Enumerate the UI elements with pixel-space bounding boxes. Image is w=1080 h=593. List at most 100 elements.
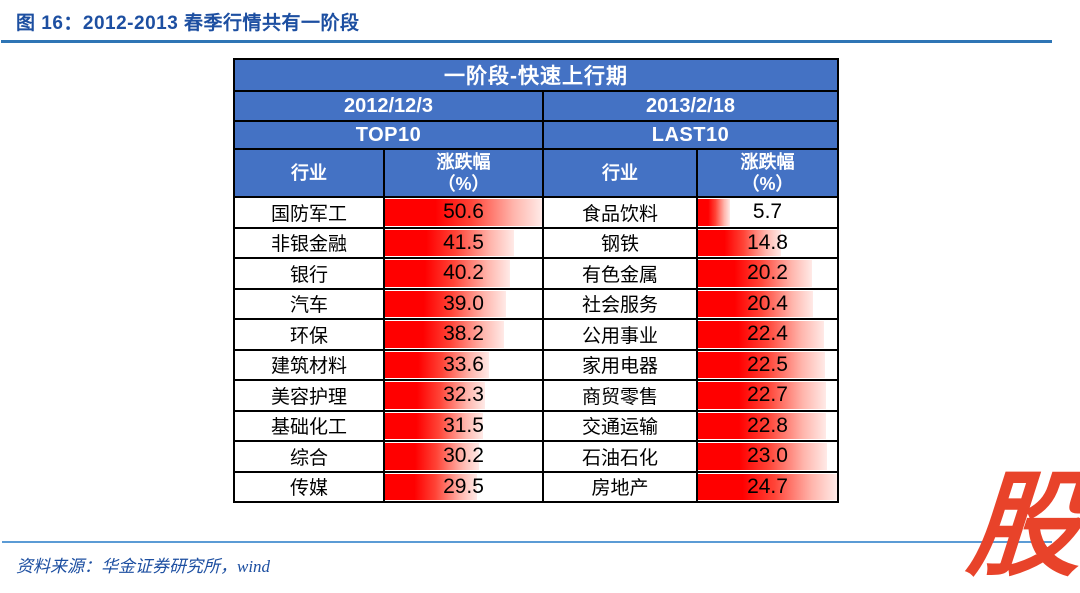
data-bar xyxy=(699,229,782,256)
change-cell: 40.2 xyxy=(383,257,544,290)
industry-cell: 有色金属 xyxy=(542,257,698,290)
change-value: 5.7 xyxy=(752,200,783,224)
industry-cell: 基础化工 xyxy=(233,409,385,442)
change-cell: 20.4 xyxy=(696,287,839,320)
data-bar xyxy=(386,321,504,348)
change-value: 41.5 xyxy=(443,230,484,254)
phase-table-container: 一阶段-快速上行期 2012/12/3 2013/2/18 TOP10 LAST… xyxy=(233,58,839,503)
footer-divider-rule xyxy=(2,541,1052,543)
rank-label-top10: TOP10 xyxy=(233,120,544,150)
table-title: 一阶段-快速上行期 xyxy=(233,58,839,92)
change-value: 33.6 xyxy=(443,352,484,376)
data-bar xyxy=(699,321,825,348)
rank-label-last10: LAST10 xyxy=(542,120,839,150)
industry-cell: 汽车 xyxy=(233,287,385,320)
table-row: 综合 30.2 石油石化 23.0 xyxy=(233,440,839,473)
change-cell: 33.6 xyxy=(383,348,544,381)
table-row: 银行 40.2 有色金属 20.2 xyxy=(233,257,839,290)
industry-cell: 美容护理 xyxy=(233,379,385,412)
data-bar xyxy=(699,260,812,287)
data-bar xyxy=(386,229,514,256)
change-cell: 39.0 xyxy=(383,287,544,320)
change-header-line1: 涨跌幅 xyxy=(740,151,795,172)
industry-cell: 家用电器 xyxy=(542,348,698,381)
change-cell: 22.8 xyxy=(696,409,839,442)
data-bar xyxy=(386,199,541,226)
change-header-line2: （%） xyxy=(437,174,490,194)
change-cell: 5.7 xyxy=(696,196,839,229)
change-value: 23.0 xyxy=(747,444,788,468)
data-bar xyxy=(699,412,827,439)
data-bar xyxy=(699,290,813,317)
change-cell: 38.2 xyxy=(383,318,544,351)
industry-cell: 商贸零售 xyxy=(542,379,698,412)
phase-table: 一阶段-快速上行期 2012/12/3 2013/2/18 TOP10 LAST… xyxy=(233,58,839,503)
table-title-row: 一阶段-快速上行期 xyxy=(233,58,839,92)
data-bar xyxy=(699,443,828,470)
table-row: 美容护理 32.3 商贸零售 22.7 xyxy=(233,379,839,412)
title-divider-rule xyxy=(1,40,1052,43)
industry-cell: 综合 xyxy=(233,440,385,473)
change-cell: 22.7 xyxy=(696,379,839,412)
data-bar xyxy=(386,473,477,500)
industry-cell: 交通运输 xyxy=(542,409,698,442)
source-text: 资料来源：华金证券研究所，wind xyxy=(16,557,271,576)
change-value: 14.8 xyxy=(747,230,788,254)
change-header-line1: 涨跌幅 xyxy=(436,151,491,172)
change-cell: 30.2 xyxy=(383,440,544,473)
change-cell: 20.2 xyxy=(696,257,839,290)
change-header-left: 涨跌幅 （%） xyxy=(383,148,544,198)
table-row: 建筑材料 33.6 家用电器 22.5 xyxy=(233,348,839,381)
change-value: 24.7 xyxy=(747,474,788,498)
change-value: 40.2 xyxy=(443,261,484,285)
figure-title: 图 16：2012-2013 春季行情共有一阶段 xyxy=(16,13,360,34)
change-value: 29.5 xyxy=(443,474,484,498)
data-bar xyxy=(386,412,483,439)
change-value: 38.2 xyxy=(443,322,484,346)
table-row: 汽车 39.0 社会服务 20.4 xyxy=(233,287,839,320)
change-cell: 14.8 xyxy=(696,226,839,259)
change-value: 30.2 xyxy=(443,444,484,468)
industry-cell: 非银金融 xyxy=(233,226,385,259)
industry-cell: 社会服务 xyxy=(542,287,698,320)
change-value: 31.5 xyxy=(443,413,484,437)
industry-cell: 国防军工 xyxy=(233,196,385,229)
data-bar xyxy=(699,382,826,409)
change-value: 50.6 xyxy=(443,200,484,224)
industry-header-left: 行业 xyxy=(233,148,385,198)
table-row: 非银金融 41.5 钢铁 14.8 xyxy=(233,226,839,259)
industry-cell: 银行 xyxy=(233,257,385,290)
industry-cell: 食品饮料 xyxy=(542,196,698,229)
table-row: 基础化工 31.5 交通运输 22.8 xyxy=(233,409,839,442)
change-value: 32.3 xyxy=(443,383,484,407)
change-header-right: 涨跌幅 （%） xyxy=(696,148,839,198)
change-cell: 32.3 xyxy=(383,379,544,412)
change-cell: 24.7 xyxy=(696,470,839,503)
change-value: 22.8 xyxy=(747,413,788,437)
change-header-line2: （%） xyxy=(741,174,794,194)
industry-cell: 传媒 xyxy=(233,470,385,503)
industry-cell: 石油石化 xyxy=(542,440,698,473)
data-bar xyxy=(386,382,486,409)
data-bar xyxy=(386,290,506,317)
change-value: 22.5 xyxy=(747,352,788,376)
date-header-row: 2012/12/3 2013/2/18 xyxy=(233,90,839,122)
table-row: 环保 38.2 公用事业 22.4 xyxy=(233,318,839,351)
industry-cell: 建筑材料 xyxy=(233,348,385,381)
date-right: 2013/2/18 xyxy=(542,90,839,122)
column-header-row: 行业 涨跌幅 （%） 行业 涨跌幅 （%） xyxy=(233,148,839,198)
change-cell: 31.5 xyxy=(383,409,544,442)
table-row: 国防军工 50.6 食品饮料 5.7 xyxy=(233,196,839,229)
change-cell: 22.5 xyxy=(696,348,839,381)
change-value: 22.7 xyxy=(747,383,788,407)
date-left: 2012/12/3 xyxy=(233,90,544,122)
data-bar xyxy=(699,351,825,378)
data-bar xyxy=(699,473,836,500)
industry-cell: 环保 xyxy=(233,318,385,351)
change-cell: 22.4 xyxy=(696,318,839,351)
change-cell: 29.5 xyxy=(383,470,544,503)
data-bar xyxy=(699,199,731,226)
change-value: 20.2 xyxy=(747,261,788,285)
data-bar xyxy=(386,443,479,470)
